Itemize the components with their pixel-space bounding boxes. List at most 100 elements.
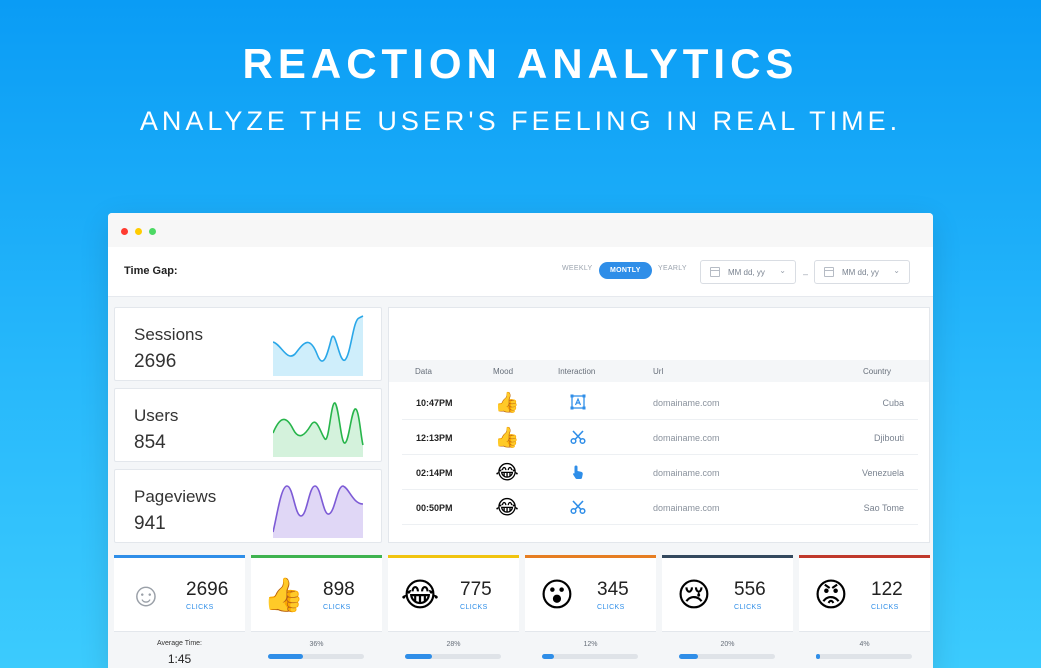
clicks-label: CLICKS [186, 604, 214, 611]
row-country: Sao Tome [863, 503, 904, 513]
reaction-count: 556 [734, 579, 766, 600]
average-time-value: 1:45 [167, 652, 192, 666]
stat-label: Users [134, 406, 179, 425]
card-footer: 20% [662, 631, 793, 668]
column-interaction[interactable]: Interaction [558, 367, 596, 376]
scissors-icon [570, 499, 586, 517]
angry-face-icon: 😡 [813, 576, 849, 613]
column-country[interactable]: Country [863, 367, 892, 376]
scissors-icon [570, 429, 586, 447]
card-footer: 28% [388, 631, 519, 668]
reaction-count: 2696 [186, 579, 229, 600]
window-titlebar [108, 213, 933, 247]
table-row[interactable]: 02:14PM 😂 domainame.com Venezuela [402, 455, 918, 490]
row-country: Cuba [882, 398, 904, 408]
column-data[interactable]: Data [415, 367, 432, 376]
recent-reactions-table: Data Mood Interaction Url Country 10:47P… [388, 307, 930, 543]
row-country: Djibouti [873, 433, 904, 443]
hero-title: REACTION ANALYTICS [242, 40, 799, 87]
reaction-count: 122 [871, 579, 903, 600]
text-select-icon [570, 394, 586, 412]
toolbar: Time Gap: WEEKLY MONTLY YEARLY MM dd, yy… [108, 247, 933, 297]
progress-bar [816, 654, 912, 659]
period-weekly-button[interactable]: WEEKLY [562, 265, 593, 272]
reaction-count: 345 [597, 579, 629, 600]
period-yearly-button[interactable]: YEARLY [658, 265, 687, 272]
date-to-picker[interactable]: MM dd, yy ⌄ [814, 260, 910, 284]
card-footer: 12% [525, 631, 656, 668]
table-header: Data Mood Interaction Url Country [389, 360, 929, 382]
percent-label: 4% [859, 641, 870, 648]
reaction-count: 775 [460, 579, 492, 600]
progress-fill [405, 654, 432, 659]
stat-label: Sessions [134, 325, 203, 344]
reaction-card-like: 👍 898 CLICKS 36% [251, 555, 382, 668]
date-range-separator: – [803, 269, 809, 279]
tears-of-joy-icon: 😂 [400, 576, 440, 613]
date-from-placeholder: MM dd, yy [728, 268, 765, 277]
stat-value: 941 [134, 513, 166, 534]
close-window-dot[interactable] [121, 228, 128, 235]
chevron-down-icon: ⌄ [893, 266, 900, 275]
date-from-picker[interactable]: MM dd, yy ⌄ [700, 260, 796, 284]
percent-label: 36% [309, 641, 324, 648]
chevron-down-icon: ⌄ [779, 266, 786, 275]
row-url[interactable]: domainame.com [653, 398, 720, 408]
progress-bar [268, 654, 364, 659]
tears-of-joy-icon: 😂 [495, 497, 519, 519]
column-url[interactable]: Url [653, 367, 664, 376]
stat-card-sessions: Sessions 2696 [114, 307, 382, 381]
stat-card-users: Users 854 [114, 388, 382, 462]
progress-fill [679, 654, 699, 659]
row-time: 12:13PM [416, 433, 453, 443]
reaction-card-angry: 😡 122 CLICKS 4% [799, 555, 930, 668]
progress-bar [679, 654, 775, 659]
thumbs-up-icon: 👍 [494, 427, 520, 449]
minimize-window-dot[interactable] [135, 228, 142, 235]
table-row[interactable]: 00:50PM 😂 domainame.com Sao Tome [402, 490, 918, 525]
neutral-smiley-icon: ☺ [129, 576, 163, 613]
progress-bar [405, 654, 501, 659]
stat-card-pageviews: Pageviews 941 [114, 469, 382, 543]
clicks-label: CLICKS [460, 604, 488, 611]
row-url[interactable]: domainame.com [653, 503, 720, 513]
reaction-count: 898 [323, 579, 355, 600]
hero-subtitle: ANALYZE THE USER'S FEELING IN REAL TIME. [139, 106, 902, 136]
crying-face-icon: 😢 [676, 576, 712, 613]
time-gap-label: Time Gap: [124, 265, 178, 277]
surprised-face-icon: 😮 [539, 576, 575, 613]
pointer-hand-icon [570, 464, 586, 482]
clicks-label: CLICKS [323, 604, 351, 611]
row-url[interactable]: domainame.com [653, 468, 720, 478]
card-footer: Average Time: 1:45 [114, 631, 245, 668]
sessions-sparkline [273, 315, 364, 376]
clicks-label: CLICKS [871, 604, 899, 611]
stat-value: 2696 [134, 351, 177, 372]
card-footer: 36% [251, 631, 382, 668]
row-time: 00:50PM [416, 503, 453, 513]
row-url[interactable]: domainame.com [653, 433, 720, 443]
row-country: Venezuela [861, 468, 904, 478]
clicks-label: CLICKS [597, 604, 625, 611]
percent-label: 20% [720, 641, 735, 648]
average-time-label: Average Time: [156, 640, 202, 647]
percent-label: 12% [583, 641, 598, 648]
progress-fill [268, 654, 303, 659]
progress-fill [816, 654, 820, 659]
reaction-card-sad: 😢 556 CLICKS 20% [662, 555, 793, 668]
table-row[interactable]: 10:47PM 👍 domainame.com Cuba [402, 385, 918, 420]
column-mood[interactable]: Mood [493, 367, 514, 376]
period-monthly-button[interactable]: MONTLY [599, 262, 652, 279]
pageviews-sparkline [273, 485, 364, 538]
tears-of-joy-icon: 😂 [495, 462, 519, 484]
thumbs-up-icon: 👍 [263, 576, 305, 613]
row-time: 10:47PM [416, 398, 453, 408]
reaction-card-laugh: 😂 775 CLICKS 28% [388, 555, 519, 668]
table-row[interactable]: 12:13PM 👍 domainame.com Djibouti [402, 420, 918, 455]
card-footer: 4% [799, 631, 930, 668]
thumbs-up-icon: 👍 [494, 392, 520, 414]
users-sparkline [273, 402, 364, 457]
progress-bar [542, 654, 638, 659]
calendar-icon [824, 267, 834, 277]
maximize-window-dot[interactable] [149, 228, 156, 235]
